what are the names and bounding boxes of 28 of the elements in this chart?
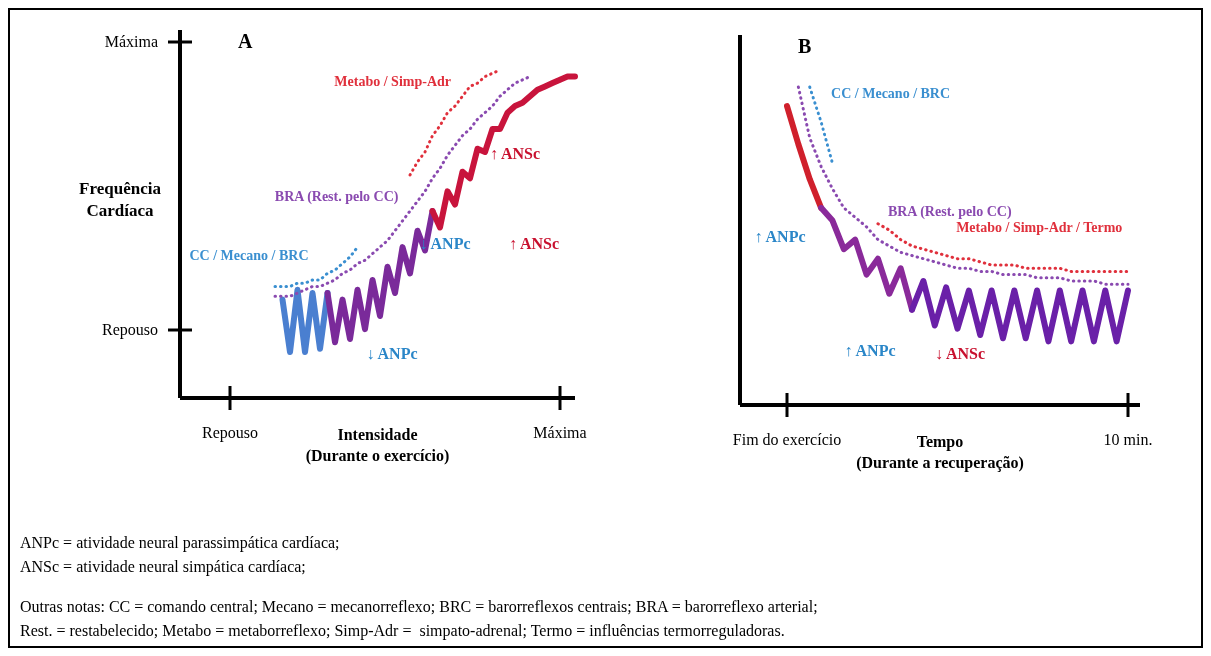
text: ANPc = atividade neural parassimpática cardíaca; [20,534,340,552]
series-label: CC / Mecano / BRC [189,247,309,263]
annotation: ↑ ANPc [754,228,806,245]
series-label: BRA (Rest. pelo CC) [887,203,1012,220]
x-axis-title: Tempo (Durante a recuperação) [856,433,1024,472]
chart-title: A [238,30,253,52]
series-label: Metabo / Simp-Adr [334,74,451,90]
chart-title: B [798,35,812,57]
annotation: ↑ ANSc [489,145,541,162]
x-axis-title: Intensidade (Durante o exercício) [305,426,450,465]
text: ANSc = atividade neural simpática cardíaca; [20,558,306,576]
x-tick-label: Máxima [533,424,587,441]
text: Rest. = restabelecido; Metabo = metaborreflexo; Simp-Adr = simpato-adrenal; Termo = influências termorreguladoras. [20,622,785,640]
text: Repouso [102,321,158,339]
y-axis-title: Frequência Cardíaca [79,179,162,220]
text: Outras notas: CC = comando central; Mecano = mecanorreflexo; BRC = barorreflexos centrais; BRA = barorreflexo arterial; [20,598,818,615]
series-label: BRA (Rest. pelo CC) [274,188,399,205]
annotation: ↓ ANPc [366,345,418,362]
x-tick-label: 10 min. [1103,431,1153,448]
series-label: CC / Mecano / BRC [831,85,951,101]
series-label: Metabo / Simp-Adr / Termo [956,219,1123,235]
annotation: ↓ ANSc [934,345,986,362]
annotation: ↑ ANPc [844,342,896,359]
x-tick-label: Repouso [202,424,258,442]
text: Máxima [104,33,158,50]
annotation: ↓ ANPc [419,235,471,252]
annotation: ↑ ANSc [508,235,560,252]
x-tick-label: Fim do exercício [732,431,842,448]
